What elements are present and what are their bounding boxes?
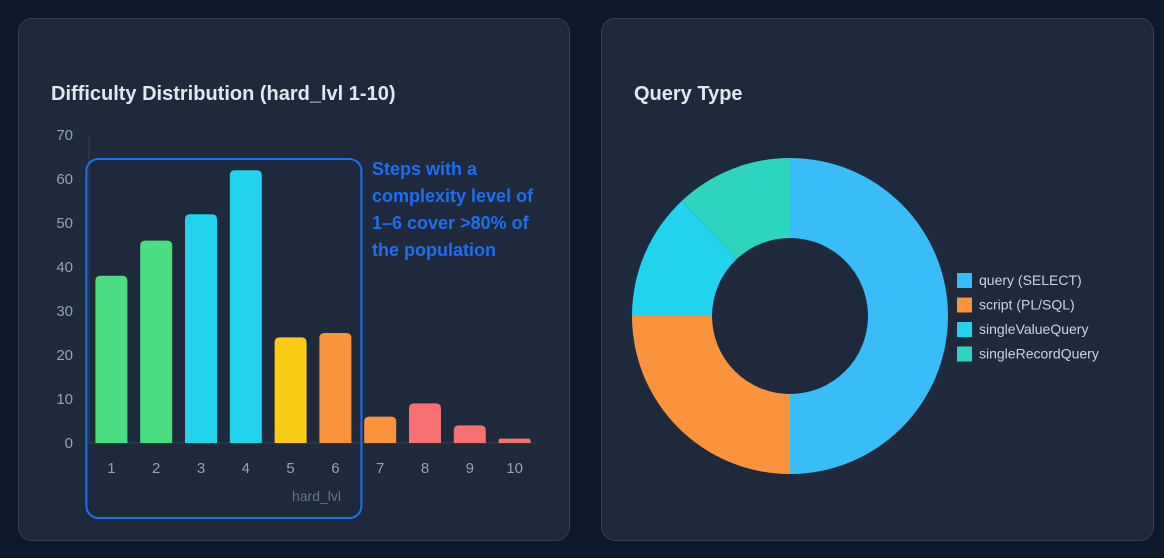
annotation-line: the population	[372, 240, 496, 260]
y-tick-label: 60	[56, 171, 73, 188]
y-tick-label: 30	[56, 303, 73, 320]
legend-swatch	[957, 346, 972, 362]
x-axis-title: hard_lvl	[292, 488, 341, 504]
legend-label: singleValueQuery	[979, 321, 1088, 337]
y-tick-label: 40	[56, 259, 73, 276]
bar-hard-lvl-7	[364, 416, 397, 443]
x-tick-label: 7	[376, 460, 384, 477]
bar-hard-lvl-8	[409, 403, 441, 443]
x-tick-label: 6	[331, 460, 339, 477]
query-type-chart-title: Query Type	[634, 83, 743, 105]
donut-slice-script-pl-sql-	[632, 316, 790, 474]
donut-slice-singlerecordquery	[681, 158, 790, 260]
legend-swatch	[957, 297, 972, 313]
x-tick-label: 2	[152, 460, 160, 477]
legend-swatch	[957, 273, 972, 288]
difficulty-bar-chart: 0 10 20 30 40 50 60 70 1 2 3 4 5 6 7 8 9 10 hard_lvl Steps …	[56, 127, 537, 519]
annotation-line: 1–6 cover >80% of	[372, 213, 530, 233]
query-type-donut-chart: query (SELECT) script (PL/SQL) singleValue…	[632, 158, 1099, 474]
bar-hard-lvl-5	[274, 337, 307, 443]
bar-hard-lvl-2	[140, 240, 173, 443]
legend-swatch	[957, 322, 972, 337]
x-tick-label: 1	[107, 460, 115, 477]
y-tick-label: 50	[56, 215, 73, 232]
y-tick-label: 0	[65, 435, 73, 452]
legend-label: singleRecordQuery	[979, 346, 1099, 362]
difficulty-chart-card: Difficulty Distribution (hard_lvl 1-10) …	[18, 18, 570, 541]
y-tick-label: 20	[56, 347, 73, 364]
highlight-box	[85, 158, 363, 519]
bar-hard-lvl-3	[185, 214, 217, 443]
x-tick-label: 8	[421, 460, 429, 477]
donut-slice-singlevaluequery	[632, 200, 737, 316]
difficulty-chart-title: Difficulty Distribution (hard_lvl 1-10)	[51, 83, 396, 105]
x-tick-label: 3	[197, 460, 205, 477]
x-tick-label: 4	[242, 460, 250, 477]
x-tick-label: 10	[506, 460, 523, 477]
x-tick-label: 5	[286, 460, 294, 477]
bar-hard-lvl-4	[229, 170, 262, 443]
y-tick-label: 70	[56, 127, 73, 144]
annotation-line: Steps with a	[372, 159, 478, 179]
bar-hard-lvl-9	[453, 425, 486, 443]
donut-slice-query-select-	[790, 158, 948, 474]
legend-label: query (SELECT)	[979, 272, 1082, 288]
bar-hard-lvl-1	[95, 275, 128, 443]
legend-label: script (PL/SQL)	[979, 297, 1075, 313]
bar-hard-lvl-6	[319, 333, 352, 443]
y-tick-label: 10	[56, 391, 73, 408]
annotation-line: complexity level of	[372, 186, 534, 206]
bar-hard-lvl-10	[498, 438, 531, 443]
query-type-chart-card: Query Type query (SELECT) script (PL/SQL)…	[601, 18, 1154, 541]
x-tick-label: 9	[466, 460, 474, 477]
